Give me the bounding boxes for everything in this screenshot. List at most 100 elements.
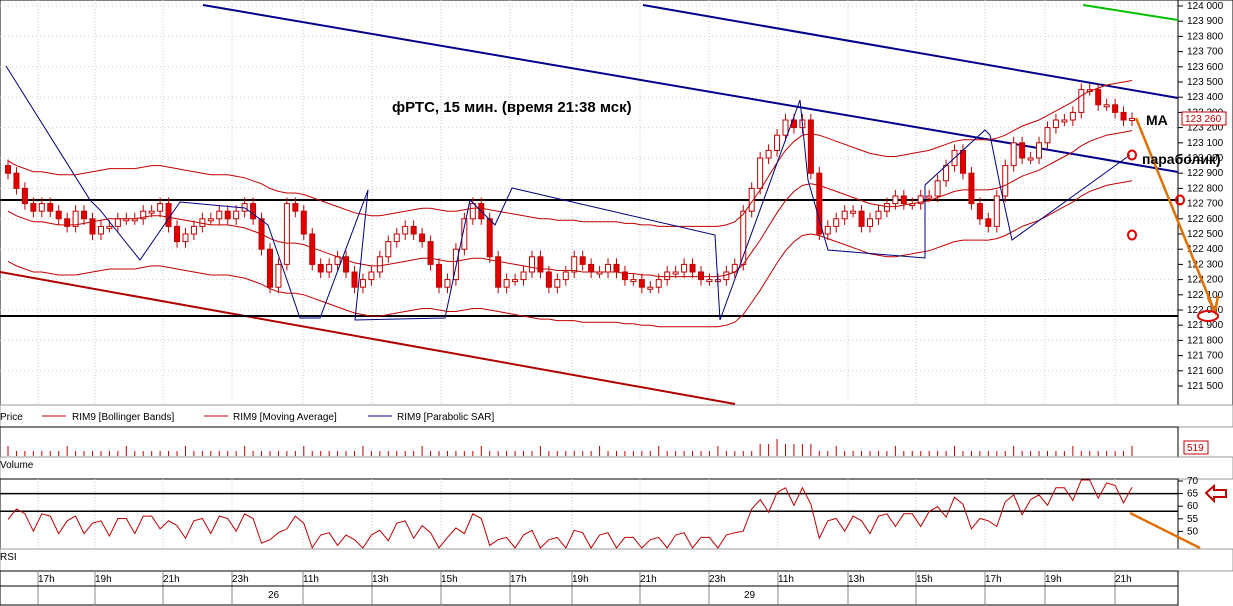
candle-body: [1052, 119, 1059, 129]
price-tick-label: 123 800: [1187, 31, 1224, 42]
candle-body: [148, 210, 155, 214]
time-label: 17h: [38, 574, 55, 585]
candle-body: [512, 279, 519, 283]
rsi-forecast-arrow: [1129, 511, 1201, 550]
candle-body: [1002, 165, 1009, 197]
bollinger-lower-line: [7, 180, 1133, 328]
price-tick-label: 122 800: [1187, 183, 1224, 194]
volume-label-bar: [0, 456, 1233, 480]
candle-body: [655, 279, 662, 288]
candle-body: [664, 271, 671, 281]
volume-current-label: 519: [1187, 443, 1204, 454]
price-panel: [0, 0, 1179, 406]
price-tick-label: 123 700: [1187, 47, 1224, 58]
candle-body: [343, 256, 350, 273]
candle-body: [926, 195, 933, 199]
price-tick-label: 121 800: [1187, 335, 1224, 346]
candle-body: [359, 279, 366, 288]
price-tick-label: 123 000: [1187, 153, 1224, 164]
time-label: 11h: [303, 574, 319, 585]
time-label: 13h: [372, 574, 389, 585]
candle-body: [165, 203, 172, 227]
time-label: 19h: [95, 574, 112, 585]
current-price-tag: [1181, 111, 1227, 126]
candle-body: [38, 203, 45, 212]
candle-body: [816, 172, 823, 235]
price-tick-label: 123 100: [1187, 138, 1224, 149]
price-tick-label: 121 600: [1187, 366, 1224, 377]
rsi-tick-label: 50: [1187, 526, 1199, 537]
candle-body: [419, 233, 426, 243]
candle-body: [765, 149, 772, 159]
volume-panel: [0, 426, 1179, 458]
price-tick-label: 122 700: [1187, 199, 1224, 210]
circle-marker: [1175, 194, 1185, 206]
time-label: 23h: [232, 574, 249, 585]
price-tick-label: 121 500: [1187, 381, 1224, 392]
price-axis-panel: [1177, 0, 1233, 406]
candle-body: [985, 218, 992, 227]
candle-body: [613, 263, 620, 273]
candle-body: [224, 210, 231, 220]
candle-body: [495, 256, 502, 288]
parabolic-sar-line: [5, 65, 1131, 321]
candle-body: [621, 271, 628, 281]
candle-body: [1129, 117, 1135, 121]
candle-body: [638, 279, 645, 288]
candle-body: [410, 225, 417, 235]
candle-body: [317, 263, 324, 273]
candle-body: [782, 119, 789, 136]
legend-bar: [0, 404, 1233, 428]
candle-body: [1078, 89, 1085, 113]
candle-body: [748, 187, 755, 212]
candle-body: [106, 225, 113, 229]
candle-body: [72, 210, 79, 227]
candle-body: [706, 279, 713, 283]
forecast-arrow: [1134, 117, 1216, 311]
volume-current-tag: [1183, 440, 1209, 455]
rsi-line: [7, 479, 1133, 549]
price-tick-label: 123 200: [1187, 123, 1224, 134]
candle-body: [689, 263, 696, 273]
time-label: 17h: [985, 574, 1002, 585]
candle-body: [21, 187, 28, 205]
candle-body: [157, 203, 164, 212]
price-tick-label: 121 900: [1187, 320, 1224, 331]
legend-bollinger: RIM9 [Bollinger Bands]: [72, 412, 174, 423]
candle-body: [427, 241, 434, 265]
time-label: 19h: [1045, 574, 1062, 585]
candle-body: [351, 271, 358, 288]
bollinger-upper-line: [7, 80, 1133, 227]
candle-body: [571, 256, 578, 273]
candle-body: [5, 165, 11, 174]
candle-body: [97, 225, 104, 235]
candle-body: [55, 210, 62, 220]
candle-body: [30, 203, 37, 212]
candle-body: [875, 210, 882, 220]
candle-body: [520, 271, 527, 281]
price-tick-label: 122 100: [1187, 290, 1224, 301]
candle-body: [867, 218, 874, 227]
candle-body: [757, 157, 764, 189]
rsi-tick-label: 70: [1187, 476, 1199, 487]
rsi-label: RSI: [0, 552, 17, 563]
candle-body: [824, 225, 831, 235]
price-tick-label: 122 600: [1187, 214, 1224, 225]
candle-body: [436, 263, 443, 288]
time-label: 21h: [1115, 574, 1132, 585]
candle-body: [376, 256, 383, 273]
rsi-label-bar: [0, 548, 1233, 572]
candle-body: [1044, 127, 1051, 144]
candle-body: [605, 263, 612, 273]
candle-body: [402, 225, 409, 235]
candle-body: [841, 210, 848, 220]
circle-marker: [1127, 149, 1137, 161]
candle-body: [1019, 142, 1026, 159]
price-tick-label: 122 400: [1187, 244, 1224, 255]
candle-body: [266, 248, 273, 288]
candle-body: [579, 256, 586, 265]
candle-body: [976, 203, 983, 220]
moving-average-line: [7, 130, 1133, 278]
price-tick-label: 124 000: [1187, 1, 1224, 12]
